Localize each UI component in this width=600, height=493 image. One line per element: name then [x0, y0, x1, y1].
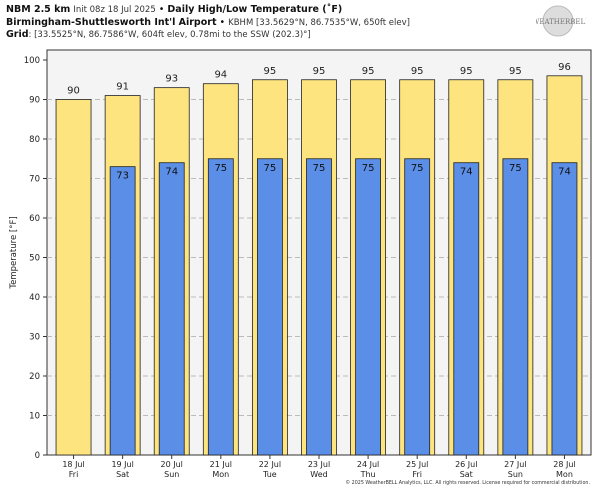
y-tick-label: 90 [29, 96, 40, 106]
station-line: Birmingham-Shuttlesworth Int'l Airport •… [6, 17, 410, 28]
station-name: Birmingham-Shuttlesworth Int'l Airport [6, 17, 217, 28]
low-bar [355, 158, 381, 456]
low-label: 74 [460, 167, 473, 178]
y-tick-label: 40 [29, 293, 40, 303]
y-axis-label: Temperature [°F] [9, 216, 19, 289]
svg-text:WEATHERBELL: WEATHERBELL [536, 18, 586, 26]
x-tick-date: 26 Jul [455, 460, 477, 469]
y-tick-label: 100 [24, 56, 40, 66]
high-label: 95 [460, 66, 473, 77]
low-bar [502, 158, 529, 456]
high-label: 96 [558, 62, 571, 73]
y-tick-label: 60 [29, 214, 40, 224]
y-tick-label: 30 [29, 333, 40, 343]
low-label: 74 [558, 167, 571, 178]
x-tick-day: Fri [412, 470, 422, 479]
low-bar [158, 162, 185, 456]
x-tick-date: 21 Jul [210, 460, 232, 469]
station-info: KBHM [33.5629°N, 86.7535°W, 650ft elev] [228, 18, 410, 28]
init-time: Init 08z 18 Jul 2025 [73, 5, 156, 15]
model-name: NBM 2.5 km [6, 4, 71, 15]
x-tick-day: Sat [116, 470, 129, 479]
y-tick-label: 20 [29, 372, 40, 382]
copyright: © 2025 WeatherBELL Analytics, LLC. All r… [345, 481, 590, 486]
x-tick-date: 27 Jul [504, 460, 526, 469]
x-tick-date: 28 Jul [553, 460, 575, 469]
high-label: 91 [116, 82, 129, 93]
x-tick-date: 19 Jul [111, 460, 133, 469]
high-label: 95 [411, 66, 424, 77]
low-label: 75 [509, 163, 522, 174]
x-tick-date: 24 Jul [357, 460, 379, 469]
y-tick-label: 70 [29, 175, 40, 185]
low-label: 75 [264, 163, 277, 174]
low-bar [306, 158, 332, 456]
chart-title: Daily High/Low Temperature (˚F) [167, 4, 343, 15]
high-label: 94 [214, 70, 227, 81]
low-bar [453, 162, 480, 456]
low-bar [257, 158, 283, 456]
low-label: 75 [214, 163, 227, 174]
title-line: NBM 2.5 km Init 08z 18 Jul 2025 • Daily … [6, 4, 342, 15]
low-bar [404, 158, 431, 456]
x-tick-day: Wed [310, 470, 327, 479]
x-tick-day: Sun [164, 470, 179, 479]
y-tick-label: 0 [35, 451, 40, 461]
grid-label: Grid [6, 29, 29, 40]
x-tick-day: Tue [262, 470, 277, 479]
y-tick-label: 80 [29, 135, 40, 145]
x-tick-day: Mon [556, 470, 573, 479]
grid-info: : [33.5525°N, 86.7586°W, 604ft elev, 0.7… [28, 30, 311, 40]
high-label: 90 [67, 86, 80, 97]
low-label: 75 [313, 163, 326, 174]
x-tick-date: 18 Jul [62, 460, 84, 469]
high-label: 95 [509, 66, 522, 77]
x-tick-day: Sun [508, 470, 523, 479]
low-bar [109, 166, 136, 456]
low-bar [207, 158, 234, 456]
low-label: 73 [116, 171, 129, 182]
grid-line: Grid: [33.5525°N, 86.7586°W, 604ft elev,… [6, 29, 311, 40]
x-tick-date: 25 Jul [406, 460, 428, 469]
low-label: 74 [165, 167, 178, 178]
low-bar [551, 162, 578, 456]
high-bar [55, 99, 92, 456]
x-tick-date: 22 Jul [259, 460, 281, 469]
high-label: 93 [165, 74, 178, 85]
x-tick-day: Fri [69, 470, 79, 479]
x-tick-date: 20 Jul [161, 460, 183, 469]
high-label: 95 [313, 66, 326, 77]
y-tick-label: 10 [29, 412, 40, 422]
x-tick-day: Mon [212, 470, 229, 479]
low-label: 75 [362, 163, 375, 174]
weatherbell-logo: WEATHERBELL [536, 4, 586, 38]
low-label: 75 [411, 163, 424, 174]
high-label: 95 [264, 66, 277, 77]
x-tick-day: Thu [360, 470, 376, 479]
y-tick-label: 50 [29, 254, 40, 264]
separator: • [158, 4, 165, 15]
high-label: 95 [362, 66, 375, 77]
x-tick-day: Sat [460, 470, 473, 479]
separator: • [219, 17, 226, 28]
x-tick-date: 23 Jul [308, 460, 330, 469]
